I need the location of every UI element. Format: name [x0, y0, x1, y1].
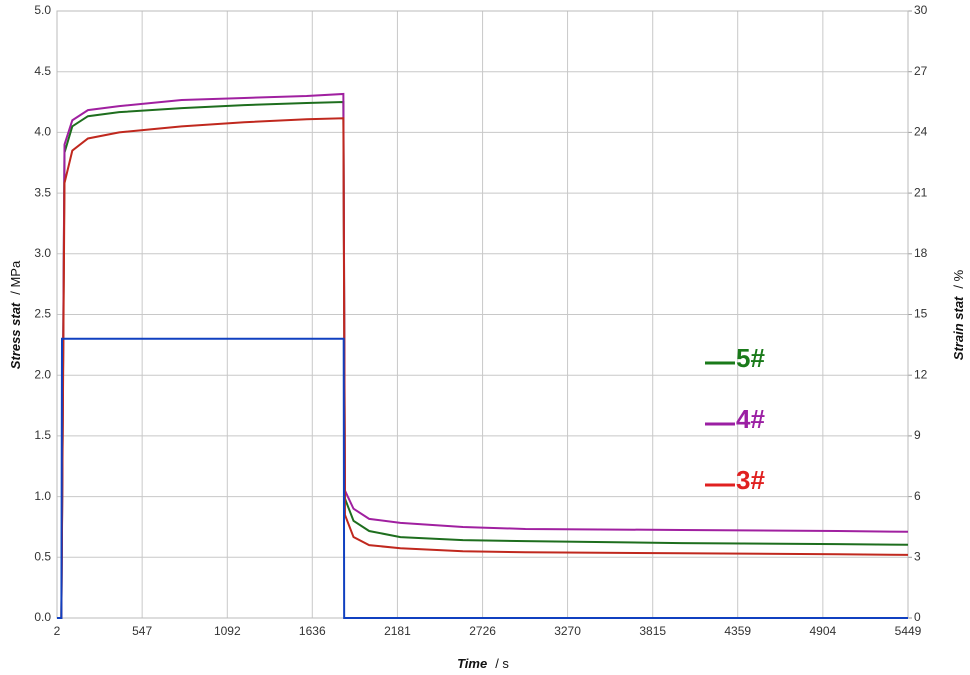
y-tick-label: 0.5: [34, 549, 51, 563]
x-label: Time: [457, 656, 487, 671]
y2-tick-label: 21: [914, 185, 928, 199]
y-tick-label: 0.0: [34, 610, 51, 624]
x-axis-label: Time / s: [457, 656, 509, 671]
y2-tick-label: 9: [914, 428, 921, 442]
x-tick-label: 547: [132, 624, 152, 638]
x-tick-label: 2726: [469, 624, 496, 638]
x-tick-label: 5449: [895, 624, 922, 638]
y-label: Stress stat: [8, 302, 23, 369]
x-tick-label: 1092: [214, 624, 241, 638]
y2-tick-label: 15: [914, 307, 928, 321]
x-tick-label: 2181: [384, 624, 411, 638]
series-line: [57, 92, 909, 619]
y-tick-label: 3.0: [34, 246, 51, 260]
y2-tick-label: 27: [914, 64, 928, 78]
y-tick-label: 2.0: [34, 367, 51, 381]
y-tick-label: 2.5: [34, 307, 51, 321]
y-axis-label: Stress stat / MPa: [8, 260, 23, 369]
y2-label: Strain stat: [951, 296, 966, 360]
x-tick-label: 4359: [724, 624, 751, 638]
x-unit: / s: [495, 656, 509, 671]
y-tick-label: 3.5: [34, 185, 51, 199]
y2-tick-label: 3: [914, 549, 921, 563]
y2-tick-label: 18: [914, 246, 928, 260]
x-tick-label: 1636: [299, 624, 326, 638]
y2-tick-label: 12: [914, 367, 928, 381]
legend-label: 4#: [736, 404, 765, 434]
legend-label: 3#: [736, 465, 765, 495]
y-tick-label: 4.5: [34, 64, 51, 78]
y2-axis-label: Strain stat / %: [951, 269, 966, 360]
y2-tick-label: 6: [914, 489, 921, 503]
x-tick-label: 4904: [810, 624, 837, 638]
legend-label: 5#: [736, 343, 765, 373]
y-tick-label: 4.0: [34, 125, 51, 139]
x-tick-label: 3815: [639, 624, 666, 638]
y2-tick-label: 24: [914, 125, 928, 139]
y2-tick-label: 30: [914, 3, 928, 17]
y-tick-label: 5.0: [34, 3, 51, 17]
y-tick-label: 1.0: [34, 489, 51, 503]
y2-tick-label: 0: [914, 610, 921, 624]
series-line: [57, 117, 909, 619]
x-tick-label: 3270: [554, 624, 581, 638]
y-unit: / MPa: [8, 260, 23, 295]
series-line: [57, 337, 908, 619]
x-tick-label: 2: [54, 624, 61, 638]
y2-unit: / %: [951, 269, 966, 288]
y-tick-label: 1.5: [34, 428, 51, 442]
